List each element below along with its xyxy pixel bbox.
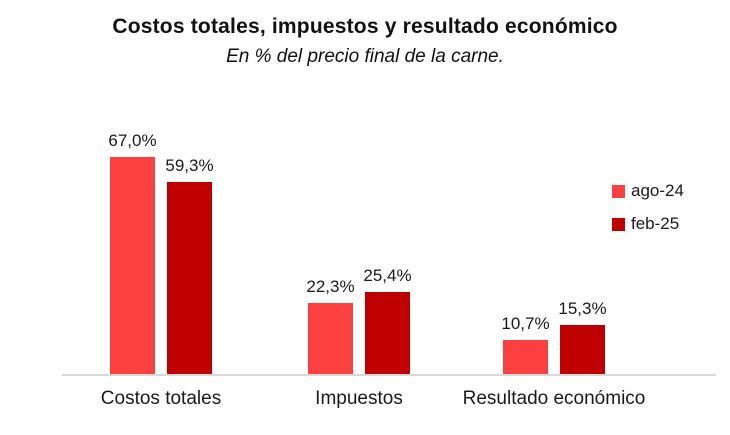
legend-item-feb-25: feb-25 [612, 214, 684, 234]
bar-value-label: 22,3% [306, 277, 355, 296]
legend-marker-icon [612, 217, 625, 231]
bar-value-label: 15,3% [558, 299, 607, 318]
x-axis-label: Resultado económico [462, 388, 646, 409]
chart-title: Costos totales, impuestos y resultado ec… [112, 15, 618, 38]
legend-label: ago-24 [631, 181, 684, 200]
bar-ago-24 [110, 157, 155, 375]
bar-ago-24 [308, 303, 353, 375]
x-axis-label: Impuestos [315, 388, 403, 409]
legend: ago-24 feb-25 [612, 181, 684, 247]
x-axis-line [62, 374, 716, 376]
bar-feb-25 [560, 325, 605, 375]
legend-item-ago-24: ago-24 [612, 181, 684, 201]
legend-label: feb-25 [631, 214, 680, 233]
x-axis-label: Costos totales [100, 388, 222, 409]
bar-feb-25 [167, 182, 212, 375]
bar-feb-25 [365, 292, 410, 375]
bar-value-label: 25,4% [363, 266, 412, 285]
bar-value-label: 10,7% [501, 314, 550, 333]
legend-marker-icon [612, 184, 625, 198]
bar-value-label: 67,0% [108, 131, 157, 150]
bar-ago-24 [503, 340, 548, 375]
chart-subtitle: En % del precio final de la carne. [226, 46, 504, 67]
bar-value-label: 59,3% [165, 156, 214, 175]
